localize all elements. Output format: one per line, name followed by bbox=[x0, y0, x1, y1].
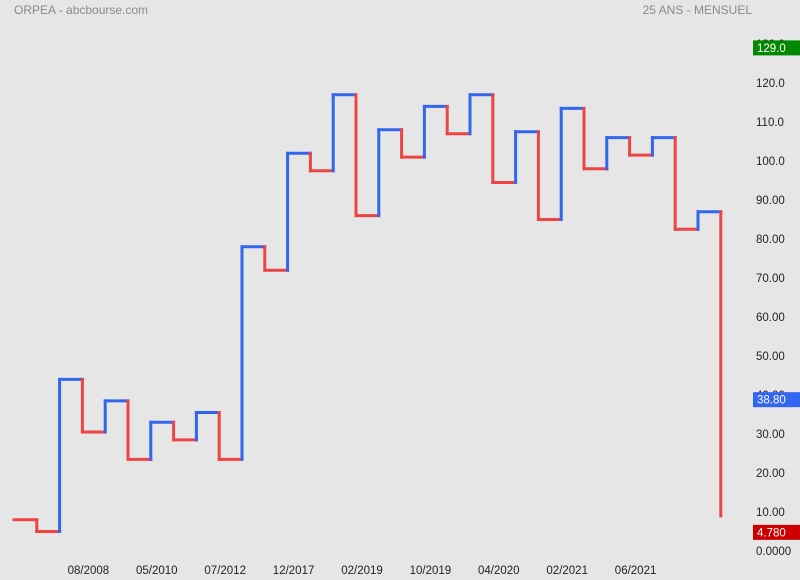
price-tag-last: 38.80 bbox=[753, 392, 800, 408]
y-tick-label: 0.0000 bbox=[756, 546, 791, 558]
x-tick-label: 10/2019 bbox=[410, 565, 452, 577]
y-tick-label: 20.00 bbox=[756, 468, 785, 480]
price-tag-label: 38.80 bbox=[757, 395, 786, 407]
y-axis: 0.000010.0020.0030.0040.0050.0060.0070.0… bbox=[756, 39, 791, 558]
x-tick-label: 06/2021 bbox=[615, 565, 657, 577]
price-tags: 129.0 38.80 4.780 bbox=[753, 40, 800, 540]
x-tick-label: 02/2021 bbox=[546, 565, 588, 577]
x-tick-label: 05/2010 bbox=[136, 565, 178, 577]
price-tag-high: 129.0 bbox=[753, 40, 800, 56]
y-tick-label: 10.00 bbox=[756, 507, 785, 519]
y-tick-label: 80.00 bbox=[756, 234, 785, 246]
y-tick-label: 110.0 bbox=[756, 117, 784, 129]
y-tick-label: 90.00 bbox=[756, 195, 785, 207]
x-axis: 08/2008 05/2010 07/2012 12/2017 02/2019 10/20… bbox=[68, 565, 657, 577]
price-tag-bg bbox=[753, 392, 800, 408]
price-tag-bg bbox=[753, 40, 800, 56]
price-series bbox=[12, 93, 723, 533]
price-tag-low: 4.780 bbox=[753, 524, 800, 540]
price-tag-label: 4.780 bbox=[757, 527, 786, 539]
chart-source-title: ORPEA - abcbourse.com bbox=[14, 3, 149, 17]
y-tick-label: 30.00 bbox=[756, 429, 785, 441]
x-tick-label: 04/2020 bbox=[478, 565, 520, 577]
y-tick-label: 50.00 bbox=[756, 351, 785, 363]
price-tag-label: 129.0 bbox=[757, 43, 786, 55]
x-tick-label: 08/2008 bbox=[68, 565, 110, 577]
y-tick-label: 100.0 bbox=[756, 156, 785, 168]
x-tick-label: 12/2017 bbox=[273, 565, 315, 577]
y-tick-label: 120.0 bbox=[756, 78, 785, 90]
x-tick-label: 02/2019 bbox=[341, 565, 383, 577]
x-tick-label: 07/2012 bbox=[204, 565, 246, 577]
chart-period-title: 25 ANS - MENSUEL bbox=[642, 3, 752, 17]
y-tick-label: 70.00 bbox=[756, 273, 785, 285]
price-tag-bg bbox=[753, 524, 800, 540]
y-tick-label: 60.00 bbox=[756, 312, 785, 324]
